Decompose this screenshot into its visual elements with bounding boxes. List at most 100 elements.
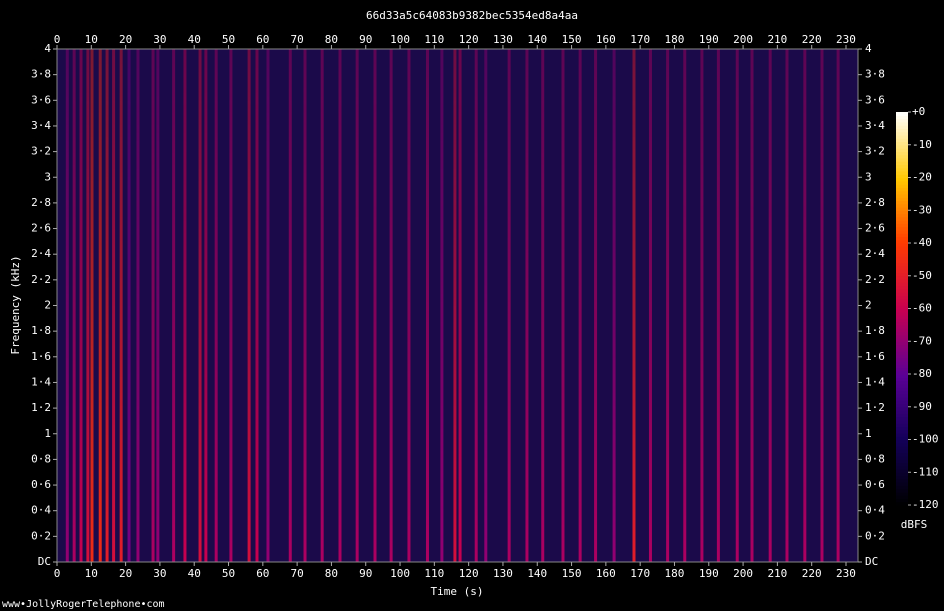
x-tick-label: 0 bbox=[54, 567, 61, 580]
x-tick-label: 20 bbox=[119, 567, 132, 580]
spectral-stripe bbox=[79, 49, 83, 562]
y-tick-label: 4 bbox=[44, 42, 51, 55]
x-tick-label-top: 110 bbox=[424, 33, 444, 46]
footer: www•JollyRogerTelephone•com bbox=[2, 599, 165, 610]
spectral-stripe bbox=[214, 49, 218, 562]
x-tick-label-top: 150 bbox=[562, 33, 582, 46]
spectral-stripe bbox=[266, 49, 270, 562]
y-tick-label-right: 0·8 bbox=[865, 452, 885, 465]
spectral-stripe bbox=[407, 49, 411, 562]
colorbar-tick-label: -40 bbox=[912, 236, 932, 249]
spectral-stripe bbox=[65, 49, 69, 562]
spectral-stripe bbox=[127, 49, 131, 562]
x-tick-label-top: 60 bbox=[256, 33, 269, 46]
x-tick-label: 200 bbox=[733, 567, 753, 580]
y-tick-label: 2·2 bbox=[31, 273, 51, 286]
colorbar-tick-label: -110 bbox=[912, 465, 939, 478]
x-tick-label: 180 bbox=[665, 567, 685, 580]
chart-title: 66d33a5c64083b9382bec5354ed8a4aa bbox=[366, 9, 578, 22]
colorbar-cell bbox=[896, 197, 908, 202]
colorbar-cell bbox=[896, 138, 908, 143]
colorbar-cell bbox=[896, 167, 908, 172]
colorbar-cell bbox=[896, 495, 908, 500]
colorbar-cell bbox=[896, 462, 908, 467]
colorbar-tick-label: -60 bbox=[912, 302, 932, 315]
spectral-stripe bbox=[474, 49, 478, 562]
spectral-stripe bbox=[453, 49, 457, 562]
colorbar-cell bbox=[896, 112, 908, 116]
spectral-stripe bbox=[836, 49, 840, 562]
colorbar-cell bbox=[896, 285, 908, 290]
colorbar-cell bbox=[896, 315, 908, 319]
y-tick-label: 0·2 bbox=[31, 529, 51, 542]
colorbar-cell bbox=[896, 259, 908, 264]
colorbar-cell bbox=[896, 164, 908, 169]
y-tick-label: 1·2 bbox=[31, 401, 51, 414]
colorbar-tick-label: -50 bbox=[912, 269, 932, 282]
colorbar-cell bbox=[896, 374, 908, 378]
colorbar-label: dBFS bbox=[901, 518, 928, 531]
spectral-stripe bbox=[425, 49, 429, 562]
colorbar-cell bbox=[896, 157, 908, 162]
colorbar-cell bbox=[896, 383, 908, 388]
x-tick-label: 70 bbox=[291, 567, 304, 580]
colorbar-cell bbox=[896, 416, 908, 421]
spectral-stripe bbox=[700, 49, 704, 562]
colorbar-cell bbox=[896, 311, 908, 316]
colorbar-cell bbox=[896, 324, 908, 329]
colorbar-cell bbox=[896, 429, 908, 434]
spectral-stripe bbox=[440, 49, 444, 562]
x-tick-label-top: 90 bbox=[359, 33, 372, 46]
colorbar-cell bbox=[896, 180, 908, 185]
colorbar-cell bbox=[896, 246, 908, 251]
colorbar-cell bbox=[896, 380, 908, 385]
colorbar-cell bbox=[896, 190, 908, 195]
colorbar-cell bbox=[896, 243, 908, 247]
colorbar-cell bbox=[896, 452, 908, 457]
colorbar-cell bbox=[896, 305, 908, 310]
y-tick-label-right: 2 bbox=[865, 299, 872, 312]
colorbar-tick-label: -30 bbox=[912, 203, 932, 216]
y-tick-label: DC bbox=[38, 555, 51, 568]
colorbar-cell bbox=[896, 134, 908, 139]
y-tick-label-right: 1 bbox=[865, 427, 872, 440]
spectral-stripe bbox=[820, 49, 824, 562]
spectral-stripe bbox=[112, 49, 116, 562]
colorbar-cell bbox=[896, 177, 908, 182]
x-tick-label-top: 40 bbox=[188, 33, 201, 46]
colorbar-tick-label: -90 bbox=[912, 400, 932, 413]
colorbar-cell bbox=[896, 131, 908, 136]
colorbar-cell bbox=[896, 144, 908, 149]
x-tick-label: 100 bbox=[390, 567, 410, 580]
x-tick-label-top: 20 bbox=[119, 33, 132, 46]
spectral-stripe bbox=[561, 49, 565, 562]
spectral-stripe bbox=[716, 49, 720, 562]
colorbar-cell bbox=[896, 400, 908, 405]
colorbar-cell bbox=[896, 151, 908, 156]
colorbar-cell bbox=[896, 295, 908, 300]
colorbar-cell bbox=[896, 170, 908, 175]
spectral-stripe bbox=[803, 49, 807, 562]
colorbar-cell bbox=[896, 413, 908, 418]
y-tick-label-right: DC bbox=[865, 555, 878, 568]
colorbar-cell bbox=[896, 396, 908, 401]
y-tick-label-right: 1·2 bbox=[865, 401, 885, 414]
spectral-stripe bbox=[72, 49, 76, 562]
x-tick-label: 40 bbox=[188, 567, 201, 580]
colorbar-cell bbox=[896, 321, 908, 326]
colorbar-cell bbox=[896, 229, 908, 234]
colorbar-cell bbox=[896, 403, 908, 408]
x-tick-label-top: 10 bbox=[85, 33, 98, 46]
x-tick-label-top: 220 bbox=[802, 33, 822, 46]
spectrum bbox=[65, 49, 840, 562]
colorbar-cell bbox=[896, 193, 908, 198]
colorbar-cell bbox=[896, 478, 908, 483]
x-tick-label-top: 50 bbox=[222, 33, 235, 46]
colorbar-cell bbox=[896, 272, 908, 277]
y-tick-label: 1·8 bbox=[31, 324, 51, 337]
x-tick-label-top: 70 bbox=[291, 33, 304, 46]
colorbar-cell bbox=[896, 354, 908, 359]
colorbar-cell bbox=[896, 154, 908, 159]
colorbar-tick-label: +0 bbox=[912, 105, 925, 118]
colorbar-cell bbox=[896, 455, 908, 460]
